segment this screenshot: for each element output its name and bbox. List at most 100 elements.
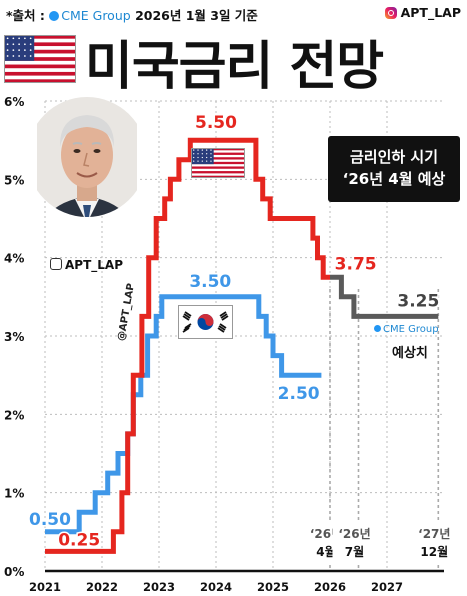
flag-stripe [4, 71, 76, 76]
value-label: 2.50 [278, 384, 320, 404]
flag-stripe [4, 60, 76, 65]
flag-stripe [4, 68, 76, 73]
y-tick-label: 0% [4, 565, 24, 579]
flag-star [6, 43, 9, 46]
instagram-icon [384, 7, 397, 19]
flag-star [206, 160, 208, 162]
flag-stripe [191, 161, 245, 165]
portrait-image [37, 97, 137, 217]
y-tick-label: 5% [4, 173, 24, 187]
annotation-line-2: 12월 [420, 544, 448, 559]
flag-star [29, 55, 32, 57]
flag-stripe [191, 148, 245, 151]
flag-star [24, 55, 26, 57]
flag-star [193, 153, 195, 155]
flag-star [210, 153, 212, 155]
flag-stripe [191, 164, 245, 167]
annotation-line-2: 4월 [316, 544, 335, 559]
page-title: 미국금리 전망 [85, 37, 384, 97]
flag-star [201, 153, 203, 155]
flag-star [29, 37, 32, 40]
y-tick-label: 1% [4, 487, 24, 501]
flag-stripe [4, 79, 76, 83]
y-tick-label: 6% [4, 95, 24, 109]
us-flag-icon [4, 35, 76, 83]
y-tick-label: 2% [4, 408, 24, 422]
flag-stripe [191, 171, 245, 174]
forecast-source-name: CME Group [383, 324, 439, 335]
flag-star [193, 156, 195, 159]
flag-canton [191, 148, 214, 165]
flag-star [6, 37, 9, 40]
cme-group-name: CME Group [61, 8, 131, 23]
flag-border [191, 148, 245, 178]
flag-stripe [191, 152, 245, 156]
flag-star [201, 149, 203, 151]
flag-stripe [4, 46, 76, 51]
flag-star [18, 49, 20, 52]
flag-star [193, 160, 195, 162]
flag-stripe [191, 159, 245, 163]
flag-stripe [4, 57, 76, 62]
flag-stripe [4, 75, 76, 80]
korea-flag-icon [178, 305, 233, 339]
value-label: 0.50 [29, 510, 71, 530]
flag-stripe [191, 157, 245, 160]
flag-star [197, 160, 199, 162]
globe-icon [374, 325, 381, 332]
x-tick-label: 2026 [314, 580, 346, 594]
flag-star [12, 55, 15, 57]
cme-group-logo: CME Group [49, 8, 131, 23]
flag-stripe [191, 166, 245, 170]
x-tick-label: 2024 [200, 580, 232, 594]
chart-axes: 0% 1% 2% 3% 4% 5% 6% 2021 2022 2023 2024 2025 2026 20… [4, 95, 444, 594]
annotation-bg [412, 521, 465, 565]
flag-star [197, 153, 199, 155]
portrait-handle-text: APT_LAP [65, 258, 123, 272]
flag-stripe [191, 173, 245, 176]
flag-star [6, 55, 9, 57]
globe-icon [49, 11, 60, 21]
us-rate-line [45, 137, 330, 554]
x-tick-label: 2022 [86, 580, 118, 594]
flag-star [210, 160, 212, 162]
flag-star [29, 49, 32, 52]
flag-stripe [4, 53, 76, 58]
x-tick-label: 2027 [371, 580, 403, 594]
source-line: *출처 : CME Group 2026년 1월 3일 기준 [6, 5, 258, 24]
instagram-handle-text: APT_LAP [400, 5, 461, 20]
flag-star [12, 49, 15, 52]
chart-labels: 0.25 5.50 3.75 3.25 0.50 3.50 2.50 [28, 112, 441, 552]
flag-stripe [4, 38, 76, 43]
flag-star [24, 49, 26, 52]
flag-star [12, 37, 15, 40]
flag-stripe [4, 35, 76, 39]
instagram-icon [50, 258, 62, 270]
value-label: 5.50 [195, 113, 237, 133]
annotation-line-1: ‘26년 [338, 527, 370, 541]
flag-stripe [191, 168, 245, 172]
annotation-line-2: 7월 [345, 544, 364, 559]
flag-star [206, 149, 208, 151]
flag-star [193, 149, 195, 151]
flag-star [210, 156, 212, 159]
flag-star [197, 149, 199, 151]
flag-stripe [4, 64, 76, 69]
flag-star [18, 55, 20, 57]
flag-stripe [191, 154, 245, 158]
instagram-handle: APT_LAP [384, 5, 461, 20]
flag-star [24, 43, 26, 46]
us-flag-icon [191, 148, 245, 178]
value-label: 3.25 [397, 291, 439, 311]
flag-star [29, 43, 32, 46]
flag-star [206, 156, 208, 159]
portrait-handle: APT_LAP [50, 258, 123, 272]
reference-date: 2026년 1월 3일 기준 [135, 8, 258, 23]
forecast-source: CME Group [374, 324, 439, 335]
x-tick-label: 2023 [143, 580, 175, 594]
chart-lines [45, 137, 439, 554]
annotation-line-1: ‘27년 [418, 527, 450, 541]
flag-star [197, 156, 199, 159]
flag-star [24, 37, 26, 40]
